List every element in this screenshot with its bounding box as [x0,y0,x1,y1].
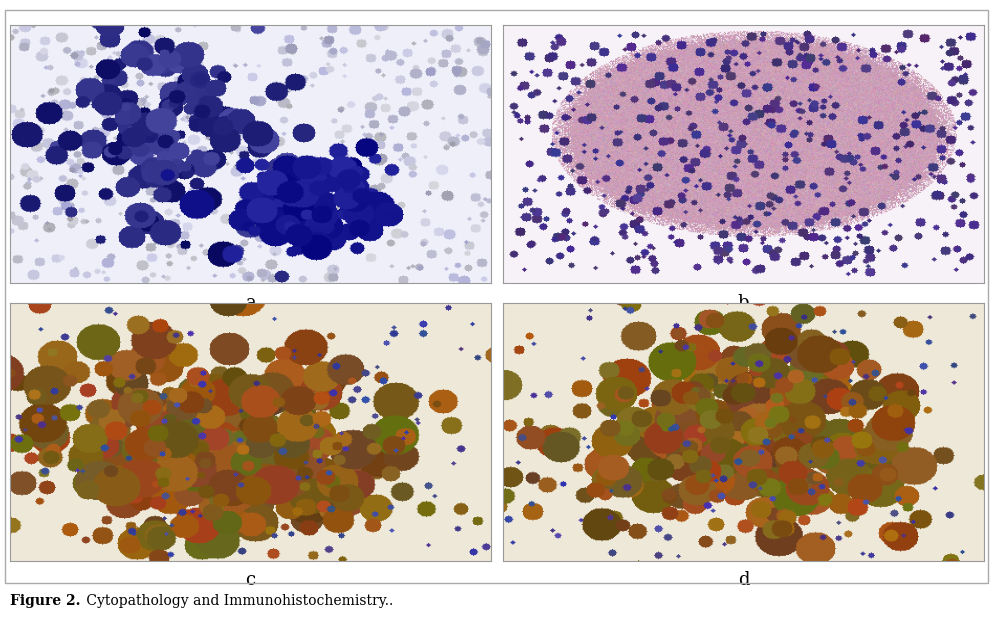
Text: Figure 2.: Figure 2. [10,594,81,608]
Text: b: b [738,294,749,311]
Text: Cytopathology and Immunohistochemistry..: Cytopathology and Immunohistochemistry.. [82,594,393,608]
Text: a: a [246,294,255,311]
Text: c: c [246,571,255,589]
Text: d: d [738,571,749,589]
